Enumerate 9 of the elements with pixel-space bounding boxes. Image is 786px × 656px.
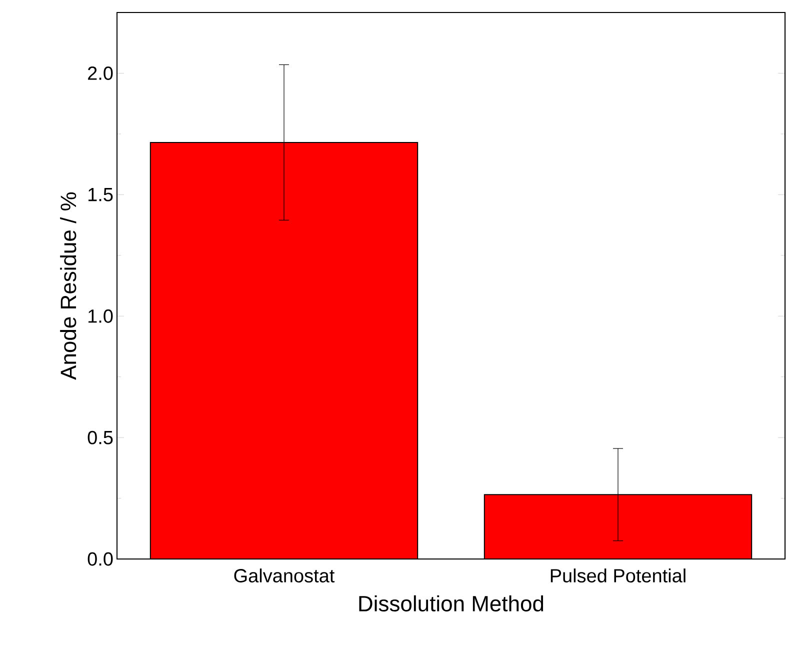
x-tick-label: Pulsed Potential — [550, 568, 686, 582]
y-tick-label: 1.0 — [88, 309, 113, 323]
y-axis-title: Anode Residue / % — [60, 192, 76, 380]
x-axis-title: Dissolution Method — [359, 595, 544, 612]
y-tick-label: 2.0 — [88, 66, 113, 80]
x-tick-label: Galvanostat — [234, 568, 335, 582]
y-tick-label: 0.5 — [88, 430, 113, 444]
y-tick-label: 1.5 — [88, 188, 113, 202]
y-tick-label: 0.0 — [88, 552, 113, 566]
